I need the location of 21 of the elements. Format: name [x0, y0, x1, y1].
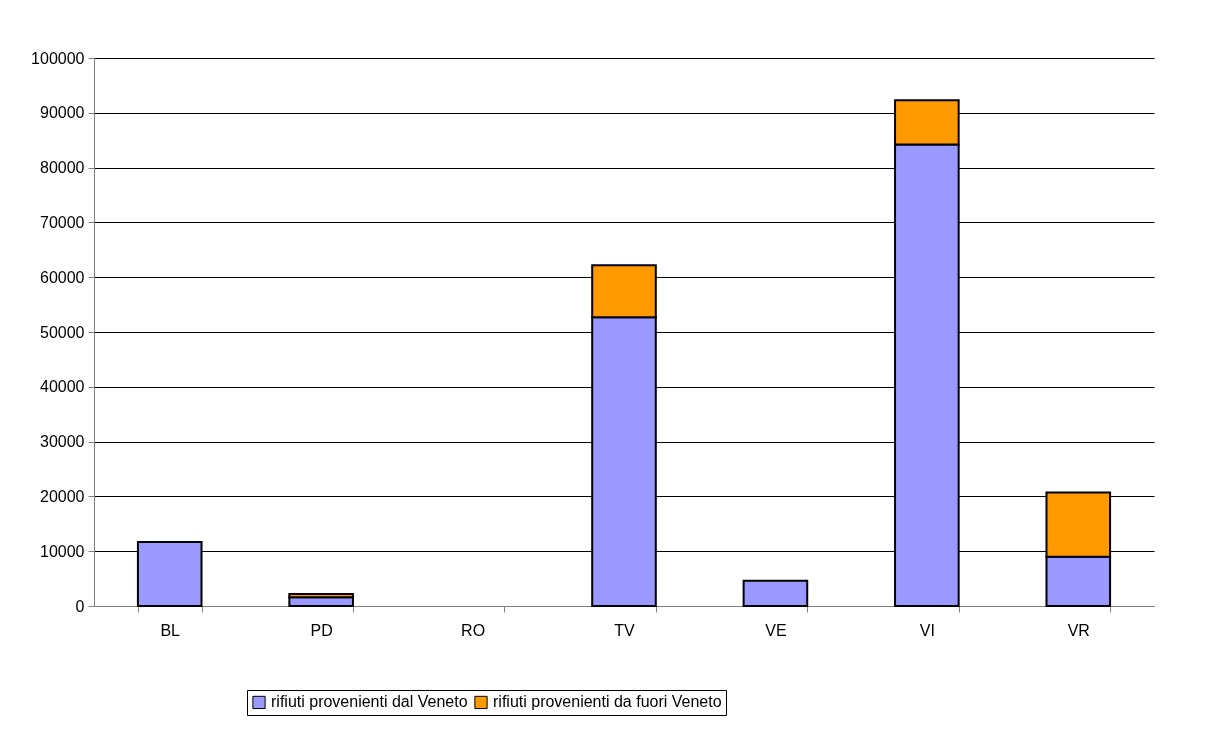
y-tick-label: 100000 — [31, 49, 85, 67]
y-tick-label: 30000 — [40, 433, 85, 451]
y-tick-label: 20000 — [40, 487, 85, 505]
y-tick-label: 80000 — [40, 159, 85, 177]
y-tick-label: 60000 — [40, 268, 85, 286]
y-tick-label: 50000 — [40, 323, 85, 341]
x-tick-label: TV — [614, 621, 636, 639]
x-tick-label: PD — [310, 621, 333, 639]
y-tick-label: 70000 — [40, 213, 85, 231]
x-tick-label: VR — [1067, 621, 1090, 639]
y-tick-label: 10000 — [40, 542, 85, 560]
y-tick-label: 0 — [75, 597, 85, 615]
y-tick-label: 40000 — [40, 378, 85, 396]
x-tick-label: BL — [160, 621, 181, 639]
legend-label: rifiuti provenienti dal Veneto — [271, 693, 468, 711]
x-tick-label: VI — [919, 621, 935, 639]
y-tick-label: 90000 — [40, 104, 85, 122]
bar — [742, 579, 809, 607]
x-tick-label: RO — [461, 621, 486, 639]
legend-label: rifiuti provenienti da fuori Veneto — [493, 693, 722, 711]
x-tick-label: VE — [765, 621, 787, 639]
